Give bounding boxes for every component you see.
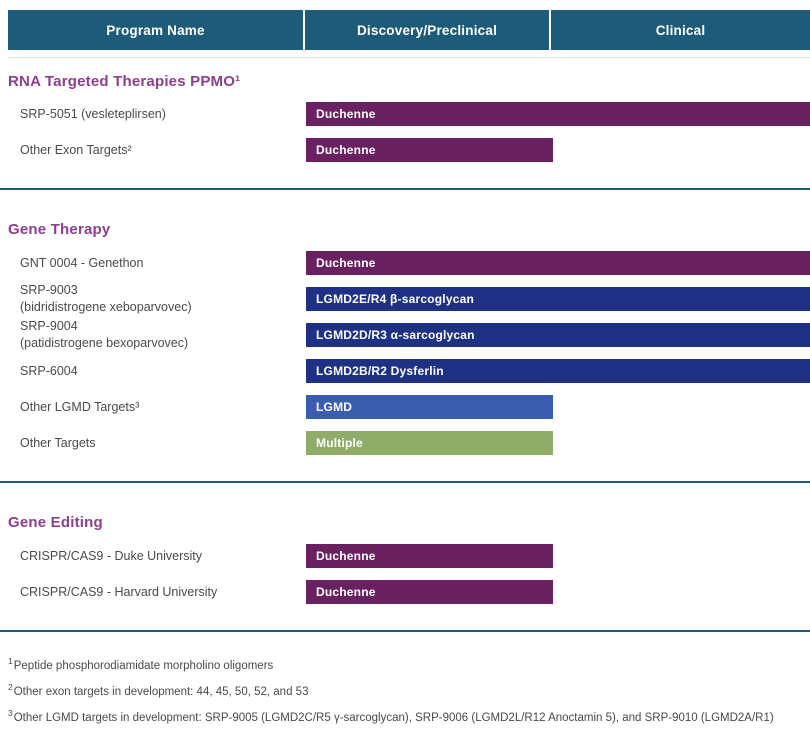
pipeline-bar: LGMD: [306, 395, 553, 419]
header-col-program-name: Program Name: [8, 10, 305, 50]
pipeline-bar: LGMD2D/R3 α-sarcoglycan: [306, 323, 810, 347]
bar-label: Duchenne: [316, 585, 376, 599]
pipeline-bar: Multiple: [306, 431, 553, 455]
bar-label: Duchenne: [316, 256, 376, 270]
bar-label: LGMD2B/R2 Dysferlin: [316, 364, 444, 378]
table-row: SRP-5051 (vesleteplirsen) Duchenne: [0, 96, 810, 132]
pipeline-bar: Duchenne: [306, 544, 553, 568]
pipeline-bar: Duchenne: [306, 580, 553, 604]
program-name-label: CRISPR/CAS9 - Harvard University: [20, 584, 218, 599]
program-name-label: SRP-9004 (patidistrogene bexoparvovec): [20, 319, 189, 350]
table-row: SRP-6004 LGMD2B/R2 Dysferlin: [0, 353, 810, 389]
footnote-text: Other exon targets in development: 44, 4…: [13, 685, 309, 698]
pipeline-bar: Duchenne: [306, 251, 810, 275]
table-row: Other LGMD Targets³ LGMD: [0, 389, 810, 425]
header-col-discovery-preclinical: Discovery/Preclinical: [305, 10, 551, 50]
program-name-label: SRP-9003 (bidridistrogene xeboparvovec): [20, 283, 192, 314]
table-row: SRP-9003 (bidridistrogene xeboparvovec) …: [0, 281, 810, 317]
section-title-gene-therapy: Gene Therapy: [8, 221, 111, 238]
section-rows-rna: SRP-5051 (vesleteplirsen) Duchenne Other…: [0, 96, 810, 168]
program-name-label: Other Exon Targets²: [20, 142, 132, 157]
pipeline-bar: Duchenne: [306, 138, 553, 162]
bar-label: Multiple: [316, 436, 363, 450]
table-row: Other Targets Multiple: [0, 425, 810, 461]
table-row: CRISPR/CAS9 - Duke University Duchenne: [0, 538, 810, 574]
program-name-label: GNT 0004 - Genethon: [20, 255, 144, 270]
footnotes: 1Peptide phosphorodiamidate morpholino o…: [8, 656, 810, 723]
footnote-text: Other LGMD targets in development: SRP-9…: [13, 711, 774, 724]
program-name-label: Other LGMD Targets³: [20, 399, 140, 414]
footnote-text: Peptide phosphorodiamidate morpholino ol…: [13, 659, 274, 672]
table-row: GNT 0004 - Genethon Duchenne: [0, 245, 810, 281]
pipeline-bar: Duchenne: [306, 102, 810, 126]
pipeline-bar: LGMD2B/R2 Dysferlin: [306, 359, 810, 383]
program-name-label: Other Targets: [20, 435, 96, 450]
bar-label: Duchenne: [316, 143, 376, 157]
section-rows-gene-therapy: GNT 0004 - Genethon Duchenne SRP-9003 (b…: [0, 245, 810, 461]
program-name-label: CRISPR/CAS9 - Duke University: [20, 548, 202, 563]
pipeline-bar: LGMD2E/R4 β-sarcoglycan: [306, 287, 810, 311]
section-title-gene-editing: Gene Editing: [8, 514, 103, 531]
section-divider: [0, 481, 810, 483]
program-name-label: SRP-5051 (vesleteplirsen): [20, 106, 166, 121]
section-divider: [0, 630, 810, 632]
footnote: 2Other exon targets in development: 44, …: [8, 682, 810, 698]
table-row: CRISPR/CAS9 - Harvard University Duchenn…: [0, 574, 810, 610]
footnote-number: 1: [8, 656, 13, 666]
bar-label: LGMD2D/R3 α-sarcoglycan: [316, 328, 475, 342]
footnote: 3Other LGMD targets in development: SRP-…: [8, 708, 810, 724]
bar-label: LGMD: [316, 400, 353, 414]
footnote-number: 3: [8, 707, 13, 718]
table-row: Other Exon Targets² Duchenne: [0, 132, 810, 168]
footnote-number: 2: [8, 681, 13, 692]
table-row: SRP-9004 (patidistrogene bexoparvovec) L…: [0, 317, 810, 353]
pipeline-header: Program Name Discovery/Preclinical Clini…: [8, 10, 810, 50]
program-name-label: SRP-6004: [20, 363, 78, 378]
bar-label: LGMD2E/R4 β-sarcoglycan: [316, 292, 474, 306]
header-col-clinical: Clinical: [655, 22, 706, 38]
section-title-rna-targeted-therapies: RNA Targeted Therapies PPMO¹: [8, 73, 241, 90]
bar-label: Duchenne: [316, 107, 376, 121]
bar-label: Duchenne: [316, 549, 376, 563]
section-divider: [0, 188, 810, 190]
header-underline: [8, 57, 810, 58]
footnote: 1Peptide phosphorodiamidate morpholino o…: [8, 656, 810, 672]
section-rows-gene-editing: CRISPR/CAS9 - Duke University Duchenne C…: [0, 538, 810, 610]
